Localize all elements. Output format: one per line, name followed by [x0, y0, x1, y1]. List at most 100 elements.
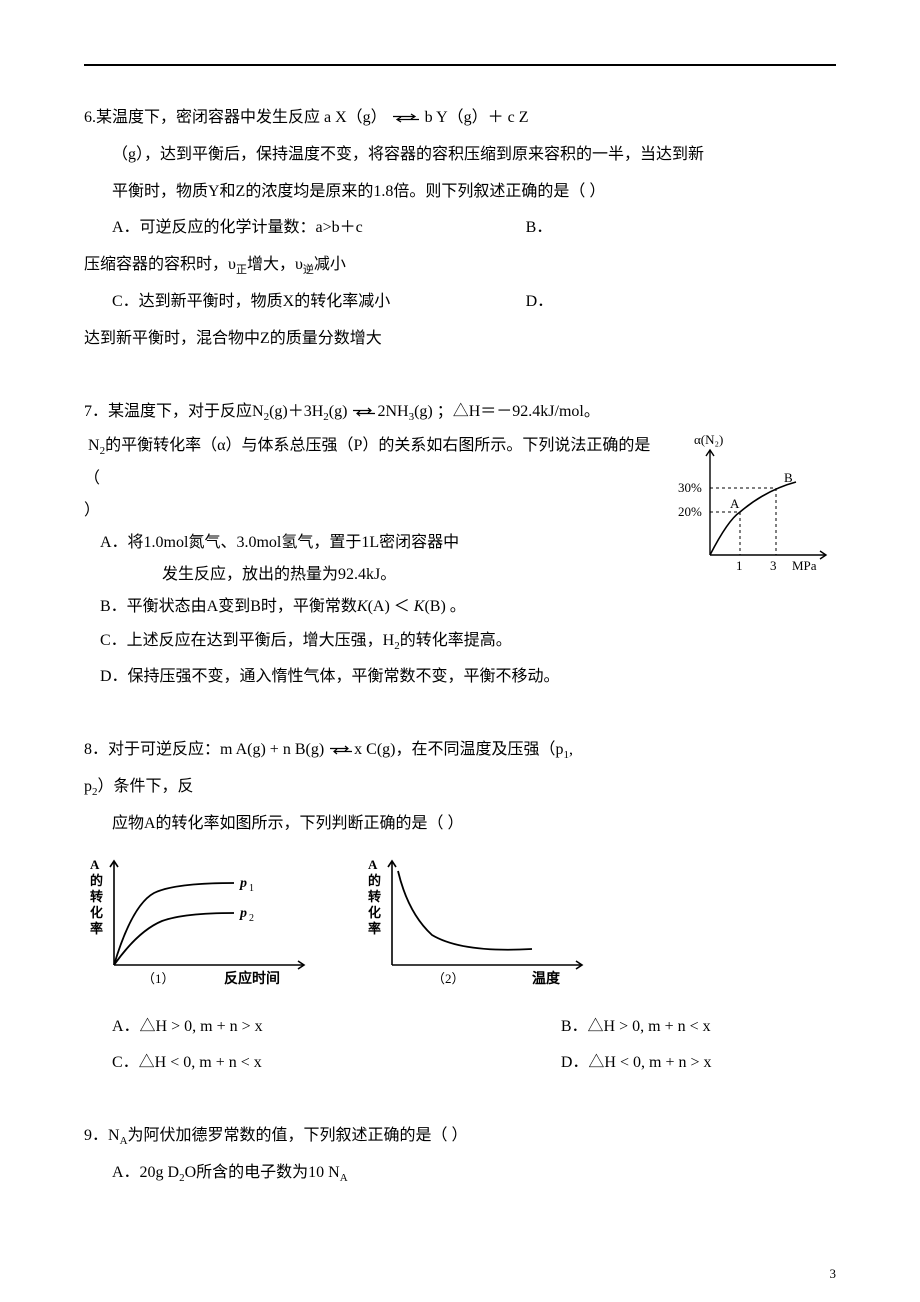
q7-optC-b: 的转化率提高。 [400, 632, 512, 649]
equilibrium-arrow-icon [391, 113, 421, 123]
q8-stem-line1: 8．对于可逆反应：m A(g) + n B(g) x C(g)，在不同温度及压强… [84, 732, 836, 769]
g2-yl4: 化 [368, 905, 381, 920]
q6-optB-label: B． [526, 219, 553, 236]
g2-curve [398, 871, 532, 950]
equilibrium-arrow-icon [328, 745, 354, 755]
q9-stem: 9．NA为阿伏加德罗常数的值，下列叙述正确的是（ ） [84, 1118, 836, 1155]
q6-optB-sub2: 逆 [303, 264, 314, 276]
point-a-label: A [730, 496, 740, 511]
q6-optD-label: D． [526, 293, 554, 310]
q7-optB-b: (A) ＜ [368, 598, 414, 615]
g1-label-p2s: 2 [249, 913, 254, 924]
q8-optB: B．△H > 0, m + n < x [561, 1009, 711, 1046]
g1-yl4: 化 [90, 905, 103, 920]
q7-s1a: 某温度下，对于反应N [108, 403, 264, 420]
q6-stem1: 某温度下，密闭容器中发生反应 a X（g） [96, 109, 387, 126]
q8-s1b: x C(g)，在不同温度及压强（p [354, 741, 563, 758]
g1-label-p1s: 1 [249, 883, 254, 894]
q6-optA: A．可逆反应的化学计量数：a>b＋c [112, 219, 363, 236]
q6-optB-t1: 压缩容器的容积时，υ [84, 256, 236, 273]
q8-graph-1: A 的 转 化 率 p1 p2 （1） 反应时间 [84, 853, 314, 993]
q6-optB-sub1: 正 [236, 264, 247, 276]
g2-xnum: （2） [432, 971, 465, 986]
g2-xlabel: 温度 [532, 970, 561, 987]
g1-yl3: 转 [90, 889, 103, 904]
q7-optA-1: A．将1.0mol氮气、3.0mol氢气，置于1L密闭容器中 [84, 527, 658, 559]
g1-yl5: 率 [90, 921, 103, 936]
q7-optB-c: (B) 。 [424, 598, 465, 615]
q9-optA-b: O所含的电子数为10 N [185, 1164, 340, 1181]
q9-sub-na: A [120, 1135, 128, 1147]
q7-stem-line1: 7．某温度下，对于反应N2(g)＋3H2(g) 2NH3(g) ；△H＝－92.… [84, 394, 836, 431]
q8-s2a: p [84, 778, 92, 795]
g1-xlabel: 反应时间 [224, 970, 280, 987]
q8-s1a: 对于可逆反应：m A(g) + n B(g) [108, 741, 324, 758]
equilibrium-arrow-icon [351, 407, 377, 417]
g1-label-p2: p [239, 906, 247, 921]
q7-optA-2: 发生反应，放出的热量为92.4kJ。 [84, 559, 658, 591]
q7-chart-svg: α(N₂) A B 30% 20% 1 3 MPa [666, 430, 836, 590]
q8-number: 8． [84, 741, 108, 758]
g1-curve-p1 [114, 883, 234, 965]
q7-optC: C．上述反应在达到平衡后，增大压强，H2的转化率提高。 [84, 623, 836, 660]
g2-yl2: 的 [368, 873, 381, 888]
q6-number: 6. [84, 109, 96, 126]
q9-optA-a: A．20g D [112, 1164, 179, 1181]
q7-s2a: N [88, 437, 100, 454]
q7-optC-a: C．上述反应在达到平衡后，增大压强，H [100, 632, 394, 649]
g1-curve-p2 [114, 913, 234, 965]
xtick-1: 1 [736, 558, 743, 573]
question-7: 7．某温度下，对于反应N2(g)＋3H2(g) 2NH3(g) ；△H＝－92.… [84, 394, 836, 697]
chart-curve [710, 482, 796, 555]
q7-optB-a: B．平衡状态由A变到B时，平衡常数 [100, 598, 357, 615]
g2-yl3: 转 [368, 889, 381, 904]
q7-s1b: (g)＋3H [269, 403, 323, 420]
chart-ylabel: α(N₂) [694, 432, 723, 447]
q7-stem-close: ） [84, 495, 658, 527]
q8-stem-line3: 应物A的转化率如图所示，下列判断正确的是（ ） [84, 806, 836, 843]
q6-stem1b: b Y（g）＋ c Z [425, 109, 529, 126]
q9-optA: A．20g D2O所含的电子数为10 NA [84, 1155, 836, 1192]
page-number: 3 [830, 1266, 837, 1282]
q6-optD-text: 达到新平衡时，混合物中Z的质量分数增大 [84, 321, 836, 358]
g1-yl2: 的 [90, 873, 103, 888]
q7-chart: α(N₂) A B 30% 20% 1 3 MPa [666, 430, 836, 590]
xtick-3: 3 [770, 558, 777, 573]
g1-label-p1: p [239, 876, 247, 891]
ytick-30: 30% [678, 480, 702, 495]
q6-stem-line1: 6.某温度下，密闭容器中发生反应 a X（g） b Y（g）＋ c Z [84, 100, 836, 137]
g2-yl5: 率 [368, 921, 381, 936]
q9-sb: 为阿伏加德罗常数的值，下列叙述正确的是（ ） [128, 1127, 468, 1144]
point-b-label: B [784, 470, 793, 485]
q9-sa: N [108, 1127, 120, 1144]
q8-optC: C．△H < 0, m + n < x [112, 1045, 561, 1082]
question-8: 8．对于可逆反应：m A(g) + n B(g) x C(g)，在不同温度及压强… [84, 732, 836, 1082]
ytick-20: 20% [678, 504, 702, 519]
q6-stem-line2: （g），达到平衡后，保持温度不变，将容器的容积压缩到原来容积的一半，当达到新 [84, 137, 836, 174]
q6-option-row-ab: A．可逆反应的化学计量数：a>b＋c B． [84, 210, 836, 247]
q9-sub-na2: A [340, 1172, 348, 1184]
q7-optD: D．保持压强不变，通入惰性气体，平衡常数不变，平衡不移动。 [84, 659, 836, 696]
q8-optD: D．△H < 0, m + n > x [561, 1045, 712, 1082]
q7-s2b: 的平衡转化率（α）与体系总压强（P）的关系如右图所示。下列说法正确的是（ [84, 437, 650, 486]
top-rule [84, 64, 836, 66]
q8-graph-2: A 的 转 化 率 （2） 温度 [362, 853, 592, 993]
q6-optB-mid: 增大，υ [247, 256, 303, 273]
q7-optB-kb: K [414, 598, 425, 615]
q6-optB-end: 减小 [314, 256, 346, 273]
q9-number: 9． [84, 1127, 108, 1144]
g2-yl1: A [368, 857, 378, 872]
q6-option-row-cd: C．达到新平衡时，物质X的转化率减小 D． [84, 284, 836, 321]
question-6: 6.某温度下，密闭容器中发生反应 a X（g） b Y（g）＋ c Z （g），… [84, 100, 836, 358]
q6-optC: C．达到新平衡时，物质X的转化率减小 [112, 293, 390, 310]
g1-xnum: （1） [142, 971, 175, 986]
q7-stem-line2: N2的平衡转化率（α）与体系总压强（P）的关系如右图所示。下列说法正确的是（ [84, 430, 658, 494]
q6-optB-text: 压缩容器的容积时，υ正增大，υ逆减小 [84, 247, 836, 284]
q7-optB-ka: K [357, 598, 368, 615]
q8-s2b: ）条件下，反 [98, 778, 194, 795]
q7-optB: B．平衡状态由A变到B时，平衡常数K(A) ＜ K(B) 。 [84, 591, 658, 623]
q7-s1c: (g) [329, 403, 348, 420]
chart-xlabel: MPa [792, 558, 817, 573]
q8-stem-line2: p2）条件下，反 [84, 769, 836, 806]
q8-optA: A．△H > 0, m + n > x [112, 1009, 561, 1046]
